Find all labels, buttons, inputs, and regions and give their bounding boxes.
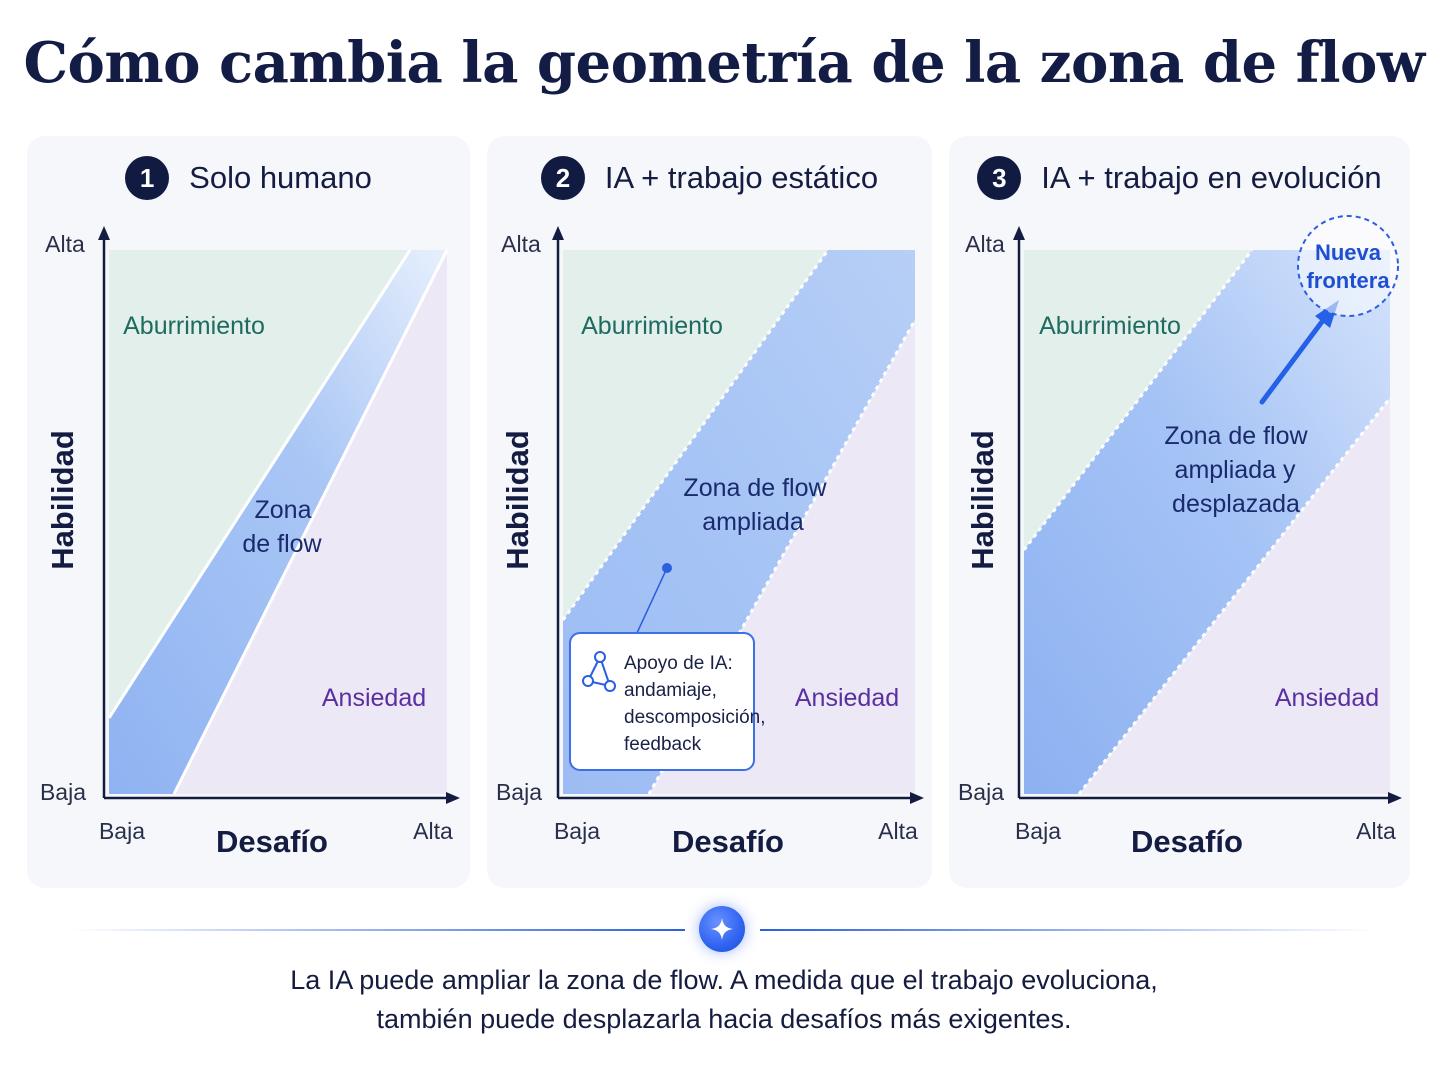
y-axis-low-label: Baja bbox=[496, 779, 542, 805]
callout-box bbox=[569, 632, 755, 771]
y-axis-arrowhead bbox=[1013, 226, 1025, 240]
x-axis-title: Desafío bbox=[216, 824, 328, 859]
panel-ia-trabajo-estatico: 2 IA + trabajo estático Alta Baja Baja A… bbox=[487, 136, 932, 888]
panel-header: 2 IA + trabajo estático bbox=[487, 156, 932, 200]
flow-boundary-upper bbox=[561, 249, 830, 621]
x-axis-arrowhead bbox=[446, 792, 460, 804]
panel-title: IA + trabajo en evolución bbox=[1041, 160, 1382, 195]
x-axis-low-label: Baja bbox=[554, 818, 600, 844]
boredom-label: Aburrimiento bbox=[1039, 312, 1181, 340]
callout-pointer bbox=[636, 567, 668, 634]
flow-diagram-ia-estatico: Alta Baja Baja Alta Desafío Habilidad Ab… bbox=[496, 226, 924, 859]
footer-text-line2: también puede desplazarla hacia desafíos… bbox=[376, 1004, 1072, 1034]
y-axis-low-label: Baja bbox=[40, 779, 86, 805]
flow-zone-region bbox=[109, 250, 447, 794]
boredom-label: Aburrimiento bbox=[123, 312, 265, 340]
y-axis-title: Habilidad bbox=[500, 430, 535, 570]
callout-line1: Apoyo de IA: bbox=[624, 653, 733, 674]
flow-zone-label-line1: Zona de flow bbox=[1164, 422, 1308, 450]
footer-divider-left bbox=[70, 929, 685, 931]
sparkle-icon bbox=[699, 906, 745, 952]
y-axis-high-label: Alta bbox=[501, 231, 541, 257]
flow-diagram-ia-evolucion: Alta Baja Baja Alta Desafío Habilidad Ab… bbox=[958, 215, 1402, 859]
flow-zone-label-line3: desplazada bbox=[1172, 490, 1300, 518]
anxiety-label: Ansiedad bbox=[795, 684, 899, 712]
y-axis-title: Habilidad bbox=[965, 430, 1000, 570]
y-axis-arrowhead bbox=[552, 226, 564, 240]
flow-zone-label-line1: Zona bbox=[255, 496, 312, 524]
panel-header: 3 IA + trabajo en evolución bbox=[949, 156, 1410, 200]
flow-boundary-upper bbox=[107, 249, 412, 719]
y-axis-title: Habilidad bbox=[45, 430, 80, 570]
flow-diagram-solo-humano: Alta Baja Baja Alta Desafío Habilidad Ab… bbox=[40, 226, 460, 859]
panel-number-badge: 3 bbox=[977, 156, 1022, 200]
x-axis-title: Desafío bbox=[1131, 824, 1243, 859]
y-axis-high-label: Alta bbox=[965, 231, 1005, 257]
footer-divider-right bbox=[760, 929, 1375, 931]
callout-pointer-dot bbox=[662, 563, 672, 573]
flow-zone-label-line2: ampliada bbox=[702, 508, 804, 536]
x-axis-high-label: Alta bbox=[878, 818, 918, 844]
footer-text-line1: La IA puede ampliar la zona de flow. A m… bbox=[290, 965, 1158, 995]
panel-ia-trabajo-evolucion: 3 IA + trabajo en evolución Alta Baja Ba… bbox=[949, 136, 1410, 888]
y-axis-low-label: Baja bbox=[958, 779, 1004, 805]
frontier-label-line2: frontera bbox=[1306, 268, 1390, 293]
flow-zone-label-line2: de flow bbox=[242, 530, 322, 558]
x-axis-arrowhead bbox=[1388, 792, 1402, 804]
panel-title: Solo humano bbox=[189, 160, 372, 195]
callout-line2: andamiaje, bbox=[624, 680, 717, 701]
frontier-arrow-shaft bbox=[1259, 316, 1327, 405]
flow-boundary-lower bbox=[172, 249, 449, 795]
flow-zone-label-line1: Zona de flow bbox=[683, 474, 827, 502]
page-title: Cómo cambia la geometría de la zona de f… bbox=[23, 30, 1425, 96]
x-axis-arrowhead bbox=[910, 792, 924, 804]
callout-line4: feedback bbox=[624, 734, 702, 755]
boredom-label: Aburrimiento bbox=[581, 312, 723, 340]
callout-line3: descomposición, bbox=[624, 707, 766, 728]
frontier-label-line1: Nueva bbox=[1315, 240, 1382, 265]
x-axis-title: Desafío bbox=[672, 824, 784, 859]
panel-title: IA + trabajo estático bbox=[604, 160, 879, 195]
ai-support-callout: Apoyo de IA: andamiaje, descomposición, … bbox=[569, 632, 766, 771]
flow-zone-label-line2: ampliada y bbox=[1175, 456, 1296, 484]
flow-boundary-lower bbox=[1077, 397, 1392, 795]
x-axis-low-label: Baja bbox=[99, 818, 145, 844]
panel-solo-humano: 1 Solo humano Alta Baja Baja Alta Desafí… bbox=[27, 136, 470, 888]
panel-number-badge: 2 bbox=[540, 156, 585, 200]
anxiety-label: Ansiedad bbox=[1275, 684, 1379, 712]
flow-zone-region bbox=[1024, 250, 1390, 794]
frontier-circle bbox=[1297, 215, 1399, 317]
x-axis-low-label: Baja bbox=[1015, 818, 1061, 844]
panel-header: 1 Solo humano bbox=[27, 156, 470, 200]
anxiety-label: Ansiedad bbox=[322, 684, 426, 712]
y-axis-arrowhead bbox=[98, 226, 110, 240]
y-axis-high-label: Alta bbox=[45, 231, 85, 257]
x-axis-high-label: Alta bbox=[1356, 818, 1396, 844]
flow-boundary-upper bbox=[1022, 249, 1254, 551]
network-icon bbox=[582, 651, 616, 692]
x-axis-high-label: Alta bbox=[413, 818, 453, 844]
panel-number-badge: 1 bbox=[125, 156, 170, 200]
